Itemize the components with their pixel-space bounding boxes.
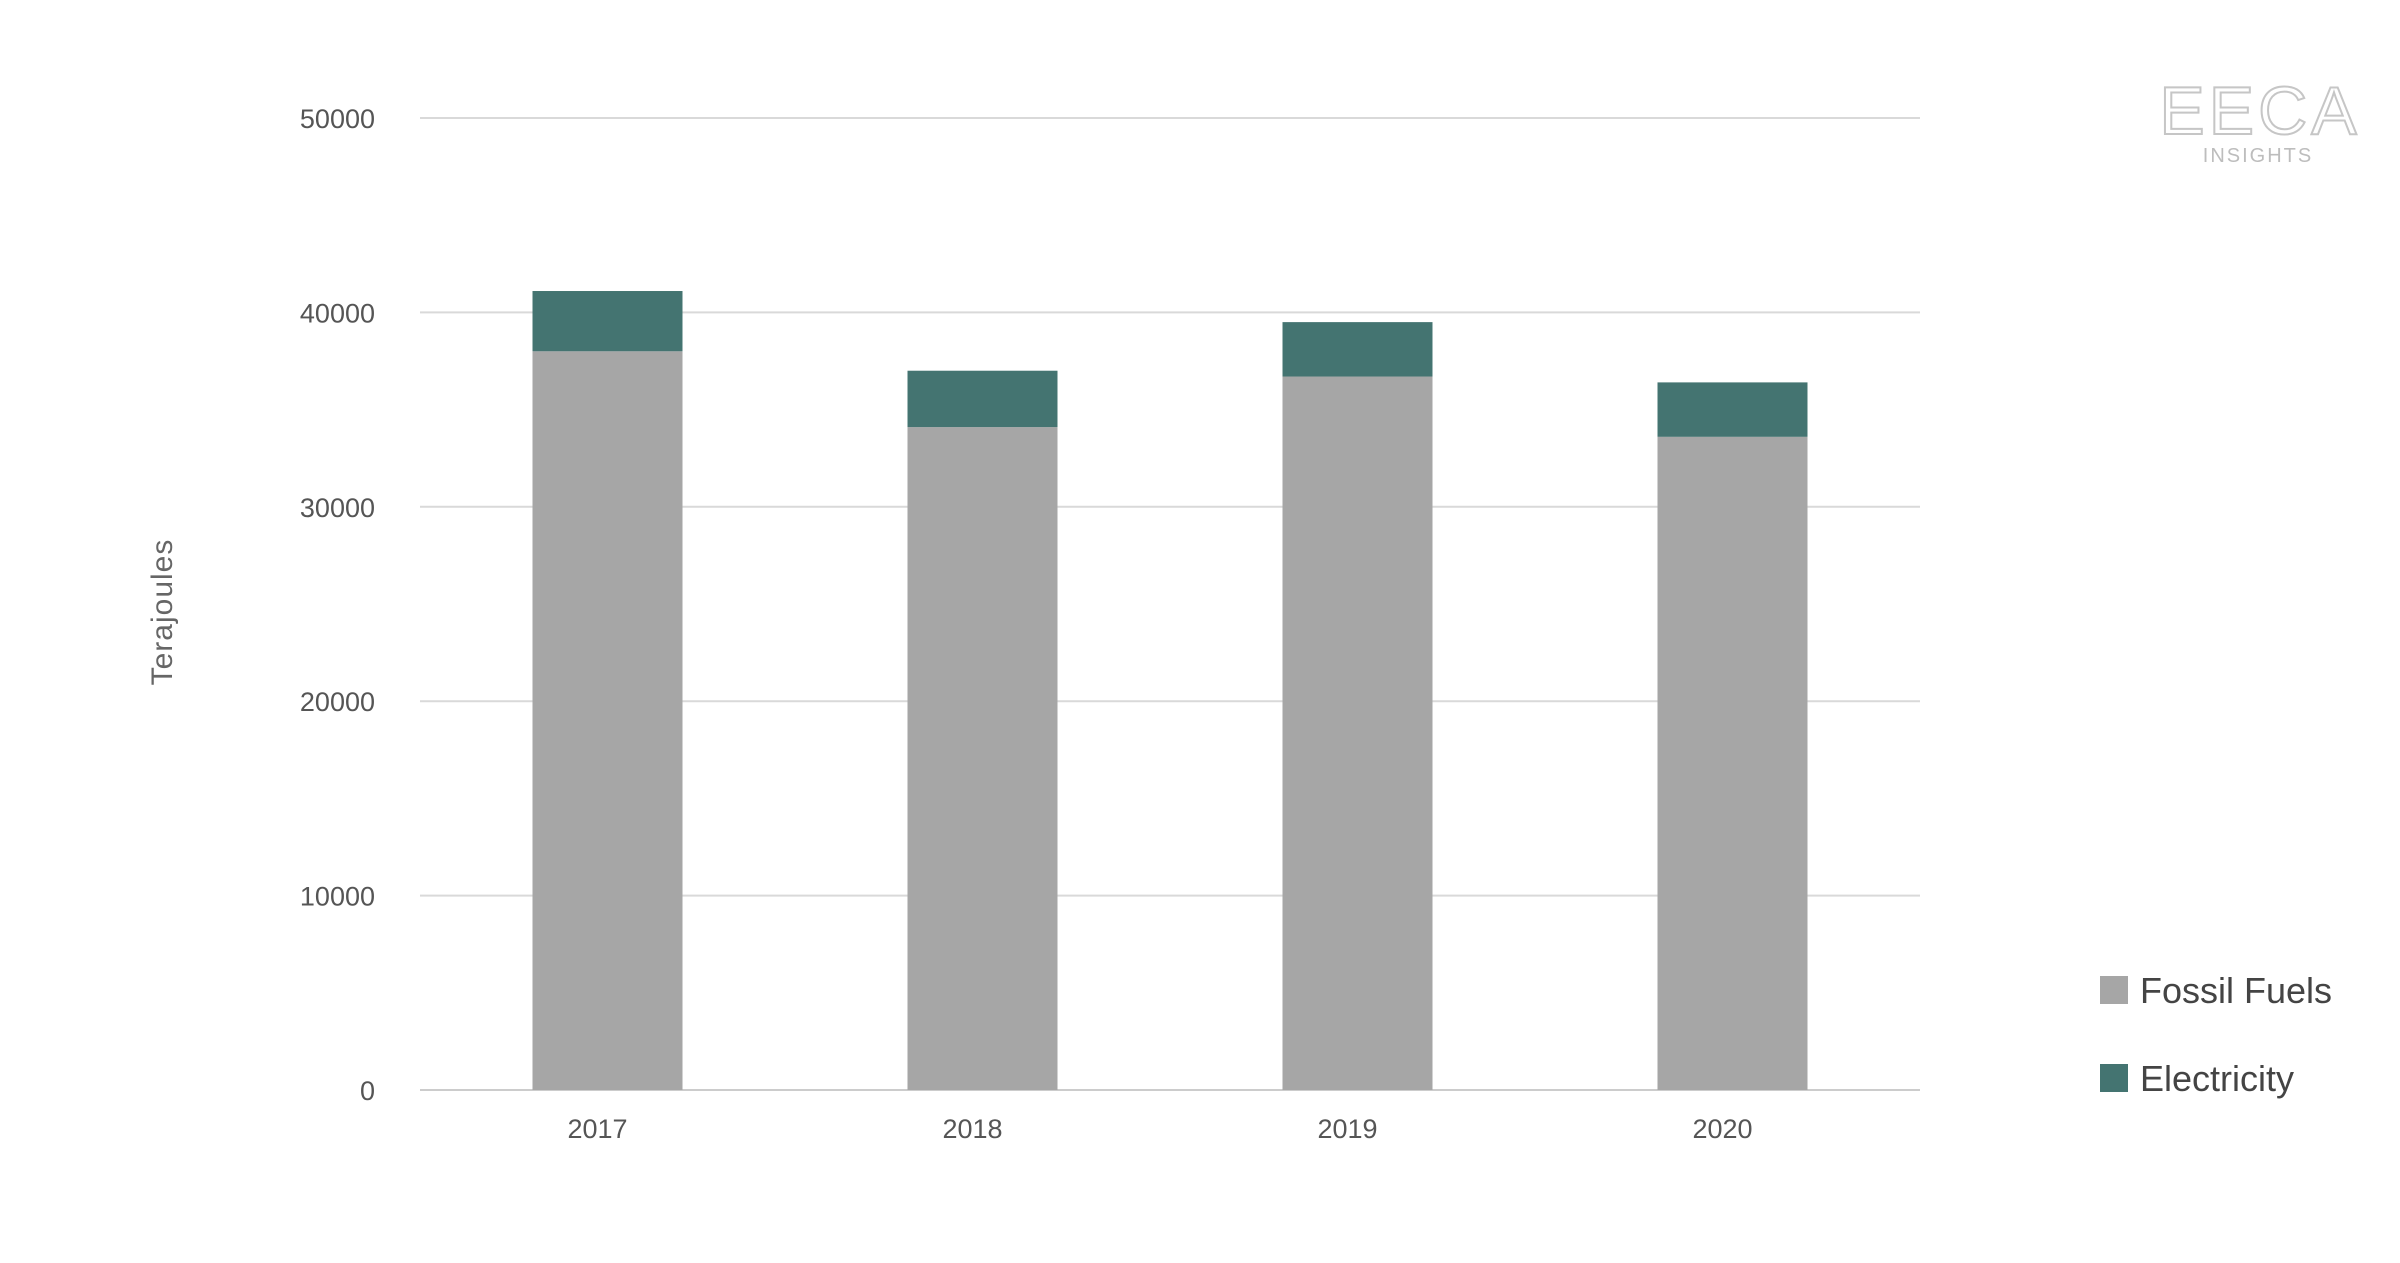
bar-electricity-2020[interactable] bbox=[1657, 382, 1808, 437]
bar-electricity-2018[interactable] bbox=[907, 370, 1058, 428]
y-tick-label: 30000 bbox=[300, 493, 375, 523]
y-tick-label: 20000 bbox=[300, 687, 375, 717]
legend-label: Electricity bbox=[2140, 1058, 2294, 1099]
x-tick-label: 2019 bbox=[1317, 1114, 1377, 1144]
y-axis-ticks: 0 10000 20000 30000 40000 50000 bbox=[300, 104, 375, 1106]
x-axis-ticks: 2017 2018 2019 2020 bbox=[567, 1114, 1752, 1144]
y-tick-label: 40000 bbox=[300, 298, 375, 328]
bar-fossil-fuels-2017[interactable] bbox=[532, 351, 683, 1090]
legend[interactable]: Fossil Fuels Electricity bbox=[2100, 970, 2332, 1099]
logo-subtext: INSIGHTS bbox=[2203, 145, 2313, 167]
bar-fossil-fuels-2018[interactable] bbox=[907, 427, 1058, 1090]
eeca-logo: EECA INSIGHTS bbox=[2158, 72, 2360, 167]
x-tick-label: 2020 bbox=[1692, 1114, 1752, 1144]
x-tick-label: 2017 bbox=[567, 1114, 627, 1144]
y-tick-label: 50000 bbox=[300, 104, 375, 134]
logo-wordmark: EECA bbox=[2159, 73, 2360, 149]
bars bbox=[532, 291, 1808, 1090]
legend-label: Fossil Fuels bbox=[2140, 970, 2332, 1011]
legend-swatch bbox=[2100, 1064, 2128, 1092]
y-tick-label: 0 bbox=[360, 1076, 375, 1106]
bar-electricity-2017[interactable] bbox=[532, 291, 683, 352]
y-tick-label: 10000 bbox=[300, 882, 375, 912]
bar-fossil-fuels-2019[interactable] bbox=[1282, 376, 1433, 1090]
x-tick-label: 2018 bbox=[942, 1114, 1002, 1144]
bar-fossil-fuels-2020[interactable] bbox=[1657, 436, 1808, 1090]
bar-electricity-2019[interactable] bbox=[1282, 322, 1433, 377]
y-axis-title: Terajoules bbox=[146, 539, 179, 686]
legend-swatch bbox=[2100, 976, 2128, 1004]
